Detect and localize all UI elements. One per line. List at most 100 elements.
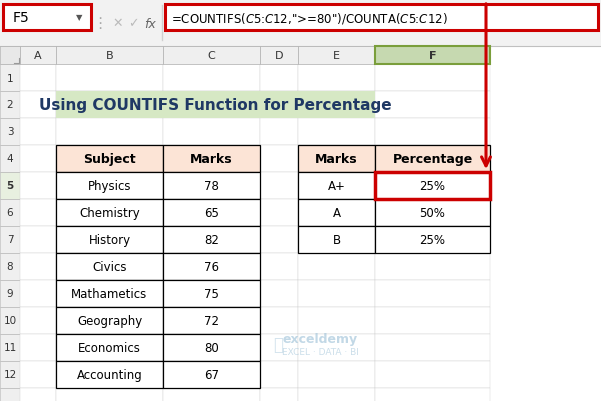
Bar bbox=[0, 334, 20, 361]
Bar bbox=[56, 92, 163, 119]
Bar bbox=[0, 227, 20, 253]
Bar bbox=[298, 334, 375, 361]
Text: 72: 72 bbox=[204, 314, 219, 327]
Text: History: History bbox=[88, 233, 130, 246]
Bar bbox=[163, 172, 260, 200]
Bar bbox=[0, 388, 20, 401]
Bar bbox=[56, 200, 163, 227]
Bar bbox=[163, 253, 260, 280]
Bar bbox=[298, 200, 375, 227]
Text: Civics: Civics bbox=[92, 260, 127, 273]
Bar bbox=[56, 146, 163, 172]
Text: 82: 82 bbox=[204, 233, 219, 246]
Text: 8: 8 bbox=[7, 262, 13, 272]
Bar bbox=[163, 253, 260, 280]
Text: F: F bbox=[429, 51, 436, 61]
Text: Accounting: Accounting bbox=[76, 368, 142, 381]
Text: ✕: ✕ bbox=[113, 17, 123, 30]
Bar bbox=[298, 388, 375, 401]
Bar bbox=[56, 334, 163, 361]
Bar bbox=[163, 200, 260, 227]
Bar bbox=[260, 172, 298, 200]
Bar bbox=[0, 280, 20, 307]
Text: 80: 80 bbox=[204, 341, 219, 354]
Bar bbox=[0, 146, 20, 172]
Bar bbox=[0, 200, 20, 227]
Bar bbox=[298, 253, 375, 280]
Text: A: A bbox=[332, 207, 341, 219]
Bar bbox=[163, 47, 260, 65]
Text: A+: A+ bbox=[328, 180, 346, 192]
Bar bbox=[56, 280, 163, 307]
Text: EXCEL · DATA · BI: EXCEL · DATA · BI bbox=[281, 348, 358, 356]
Bar bbox=[298, 119, 375, 146]
Bar bbox=[163, 65, 260, 92]
Bar bbox=[163, 227, 260, 253]
Bar bbox=[163, 388, 260, 401]
Text: F5: F5 bbox=[13, 11, 30, 25]
Bar bbox=[375, 227, 490, 253]
Bar bbox=[20, 253, 56, 280]
Bar bbox=[56, 200, 163, 227]
Bar bbox=[0, 253, 20, 280]
Bar bbox=[298, 307, 375, 334]
Bar bbox=[298, 227, 375, 253]
Bar bbox=[260, 307, 298, 334]
Bar bbox=[375, 92, 490, 119]
Text: A: A bbox=[34, 51, 42, 61]
Bar bbox=[0, 361, 20, 388]
Bar bbox=[56, 361, 163, 388]
Text: Marks: Marks bbox=[190, 153, 233, 166]
Bar bbox=[56, 172, 163, 200]
Bar bbox=[375, 172, 490, 200]
Bar bbox=[163, 334, 260, 361]
Bar bbox=[163, 227, 260, 253]
Text: ✓: ✓ bbox=[128, 17, 138, 30]
Bar bbox=[375, 172, 490, 200]
Bar bbox=[0, 172, 20, 200]
Text: 75: 75 bbox=[204, 287, 219, 300]
Bar bbox=[260, 280, 298, 307]
Text: 5: 5 bbox=[7, 181, 14, 191]
Text: B: B bbox=[106, 51, 114, 61]
Text: Marks: Marks bbox=[315, 153, 358, 166]
Text: C: C bbox=[207, 51, 215, 61]
Bar bbox=[298, 200, 375, 227]
Bar bbox=[20, 65, 56, 92]
Bar bbox=[20, 47, 56, 65]
Bar bbox=[375, 388, 490, 401]
Bar bbox=[260, 361, 298, 388]
Text: 50%: 50% bbox=[419, 207, 445, 219]
Text: 10: 10 bbox=[4, 316, 17, 326]
Text: 11: 11 bbox=[4, 342, 17, 352]
Bar bbox=[163, 361, 260, 388]
Text: Physics: Physics bbox=[88, 180, 131, 192]
Bar bbox=[163, 280, 260, 307]
Bar bbox=[260, 119, 298, 146]
Text: 76: 76 bbox=[204, 260, 219, 273]
Bar bbox=[375, 334, 490, 361]
Bar bbox=[56, 65, 163, 92]
Bar bbox=[56, 227, 163, 253]
Bar bbox=[260, 227, 298, 253]
Bar bbox=[298, 92, 375, 119]
Bar bbox=[56, 253, 163, 280]
Bar bbox=[20, 119, 56, 146]
Bar bbox=[163, 92, 260, 119]
Bar bbox=[56, 307, 163, 334]
Bar bbox=[56, 92, 375, 119]
Bar bbox=[165, 5, 598, 31]
Bar bbox=[375, 146, 490, 172]
Bar bbox=[56, 47, 163, 65]
Bar bbox=[56, 119, 163, 146]
Text: 67: 67 bbox=[204, 368, 219, 381]
Bar bbox=[298, 227, 375, 253]
Bar bbox=[375, 280, 490, 307]
Bar bbox=[375, 47, 490, 65]
Bar bbox=[56, 307, 163, 334]
Bar bbox=[0, 47, 20, 65]
Bar bbox=[163, 200, 260, 227]
Bar bbox=[20, 388, 56, 401]
Bar bbox=[3, 5, 91, 31]
Text: Economics: Economics bbox=[78, 341, 141, 354]
